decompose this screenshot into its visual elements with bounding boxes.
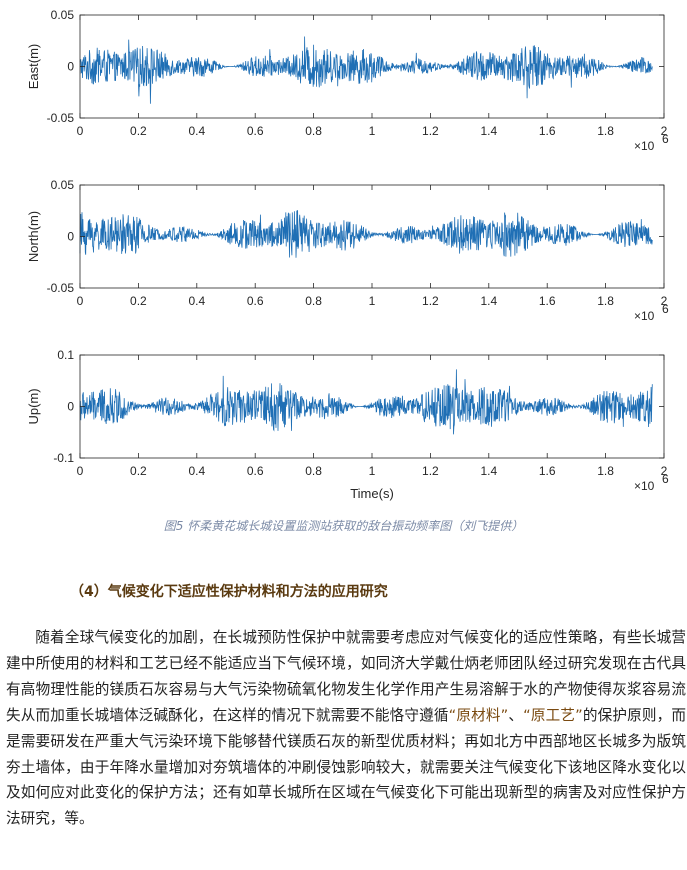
x-tick-label: 0.6 [247,124,264,138]
x-tick-label: 0.8 [305,124,322,138]
x-tick-label: 0.4 [188,294,205,308]
y-axis-label: Up(m) [26,388,41,424]
x-tick-label: 0.8 [305,464,322,478]
paragraph-text-2: 的保护原则，而是需要研发在严重大气污染环境下能够替代镁质石灰的新型优质材料；再如… [6,706,686,828]
section-paragraph: 随着全球气候变化的加剧，在长城预防性保护中就需要考虑应对气候变化的适应性策略，有… [6,625,686,832]
x-tick-label: 0.8 [305,294,322,308]
x-tick-label: 1 [369,294,376,308]
y-tick-label: 0.05 [51,178,75,192]
quote-original-craft: “原工艺” [523,706,583,724]
x-exponent-power: 6 [662,302,669,316]
x-tick-label: 2 [661,294,668,308]
signal-line [79,210,653,258]
x-axis-label: Time(s) [350,486,394,501]
x-tick-label: 0.2 [130,464,147,478]
y-tick-label: 0 [67,60,74,74]
y-tick-label: 0 [67,230,74,244]
x-exponent-power: 6 [662,132,669,146]
x-tick-label: 0.2 [130,124,147,138]
x-exponent-label: ×10 [634,309,655,323]
x-tick-label: 1.4 [480,294,497,308]
x-tick-label: 0.4 [188,464,205,478]
x-exponent-power: 6 [662,472,669,486]
x-tick-label: 0 [77,464,84,478]
signal-line [79,36,653,104]
separator: 、 [508,706,524,724]
y-axis-label: North(m) [26,211,41,262]
x-tick-label: 0.6 [247,294,264,308]
x-exponent-label: ×10 [634,479,655,493]
vibration-figure: 0 0.2 0.4 0.6 0.8 1 1.2 1.4 1.6 1.8 2×10 60.050-0.0… [26,8,669,501]
x-tick-label: 0.6 [247,464,264,478]
signal-line [79,369,653,435]
x-tick-label: 1 [369,124,376,138]
x-tick-label: 0 [77,124,84,138]
x-tick-label: 1.6 [539,464,556,478]
quote-original-materials: “原材料” [448,706,509,724]
y-tick-label: 0.1 [57,348,74,362]
section-heading: （4）气候变化下适应性保护材料和方法的应用研究 [70,584,388,600]
x-tick-label: 1.8 [597,294,614,308]
x-tick-label: 0.2 [130,294,147,308]
x-tick-label: 1.6 [539,294,556,308]
x-tick-label: 1.4 [480,464,497,478]
y-tick-label: -0.05 [47,111,75,125]
x-tick-label: 2 [661,124,668,138]
x-tick-label: 1.2 [422,124,439,138]
y-tick-label: 0 [67,400,74,414]
y-axis-label: East(m) [26,44,41,90]
paragraph-text-1: 随着全球气候变化的加剧，在长城预防性保护中就需要考虑应对气候变化的适应性策略，有… [6,629,686,724]
x-tick-label: 1.8 [597,464,614,478]
figure-caption: 图5 怀柔黄花城长城设置监测站获取的敌台振动频率图（刘飞提供） [163,519,524,533]
y-tick-label: 0.05 [51,8,75,22]
y-tick-label: -0.1 [53,451,74,465]
x-tick-label: 0 [77,294,84,308]
x-tick-label: 2 [661,464,668,478]
x-tick-label: 1.2 [422,464,439,478]
chart-panel-3: 0 0.2 0.4 0.6 0.8 1 1.2 1.4 1.6 1.8 2×10 60.10-0.1U… [26,348,669,501]
x-tick-label: 1.8 [597,124,614,138]
y-tick-label: -0.05 [47,281,75,295]
chart-panel-1: 0 0.2 0.4 0.6 0.8 1 1.2 1.4 1.6 1.8 2×10 60.050-0.0… [26,8,669,153]
x-tick-label: 0.4 [188,124,205,138]
x-tick-label: 1.2 [422,294,439,308]
x-tick-label: 1.4 [480,124,497,138]
x-tick-label: 1.6 [539,124,556,138]
x-exponent-label: ×10 [634,139,655,153]
chart-panel-2: 0 0.2 0.4 0.6 0.8 1 1.2 1.4 1.6 1.8 2×10 60.050-0.0… [26,178,669,323]
x-tick-label: 1 [369,464,376,478]
